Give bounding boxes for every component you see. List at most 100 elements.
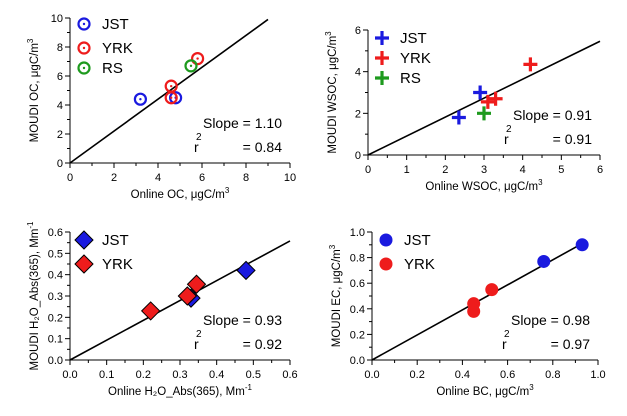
x-tick-label: 0.6 — [500, 369, 515, 381]
data-point — [467, 304, 481, 318]
y-tick-label: 0.2 — [48, 312, 63, 324]
slope-label: Slope = 0.98 — [511, 312, 590, 328]
fit-line — [367, 40, 601, 156]
y-axis-label: MOUDI WSOC, μgC/m3 — [324, 31, 339, 154]
y-tick-label: 1.0 — [350, 227, 365, 239]
series-RS — [477, 106, 491, 121]
data-point — [236, 260, 256, 281]
y-tick-label: 0.8 — [350, 253, 365, 265]
y-axis-label-text: MOUDI H₂O_Abs(365), Mm — [29, 229, 41, 371]
x-tick-label: 0.1 — [99, 369, 114, 381]
legend-marker-RS — [77, 61, 91, 75]
x-axis-label: Online OC, μgC/m3 — [131, 186, 230, 201]
data-point — [485, 283, 499, 297]
data-point — [164, 91, 178, 105]
x-tick-label: 0.6 — [282, 369, 297, 381]
legend-label-YRK: YRK — [400, 50, 431, 67]
y-tick-label: 0.1 — [48, 334, 63, 346]
legend-label-JST: JST — [400, 30, 427, 47]
y-axis-label-sup: -1 — [26, 221, 35, 229]
y-tick-label: 6 — [355, 25, 361, 37]
legend-label-RS: RS — [102, 60, 123, 77]
slope-label: Slope = 1.10 — [203, 115, 282, 131]
x-tick-label: 0 — [365, 164, 371, 176]
x-axis-label-text: Online H₂O_Abs(365), Mm — [108, 386, 245, 398]
y-tick-label: 4 — [355, 67, 361, 79]
legend-label-RS: RS — [400, 70, 421, 87]
x-tick-label: 0.2 — [410, 369, 425, 381]
y-tick-label: 0 — [57, 158, 63, 170]
r2-sup: 2 — [506, 124, 512, 135]
x-tick-label: 0 — [67, 172, 73, 184]
y-tick-label: 0.0 — [350, 355, 365, 367]
series-YRK — [140, 274, 207, 321]
data-point — [575, 238, 589, 252]
data-point — [184, 59, 198, 73]
data-point — [473, 85, 488, 100]
x-tick-label: 0.0 — [364, 369, 379, 381]
data-point — [186, 274, 207, 294]
y-axis-label-sup: 3 — [328, 244, 337, 249]
r2-sup: 2 — [196, 132, 202, 143]
x-tick-label: 0.2 — [136, 369, 151, 381]
x-tick-label: 1 — [404, 164, 410, 176]
x-tick-label: 8 — [243, 172, 249, 184]
data-point — [480, 94, 495, 109]
fit-line — [69, 240, 291, 361]
slope-label: Slope = 0.91 — [513, 107, 592, 123]
x-tick-label: 6 — [199, 172, 205, 184]
legend-marker-JST — [375, 31, 389, 45]
x-tick-label: 3 — [481, 164, 487, 176]
legend-marker-YRK — [77, 41, 91, 55]
series-RS — [184, 59, 198, 73]
legend-label-YRK: YRK — [404, 256, 435, 273]
y-tick-label: 8 — [57, 42, 63, 54]
legend-marker-JST — [74, 230, 94, 250]
r2-label: r — [504, 131, 509, 147]
legend-label-YRK: YRK — [102, 256, 133, 273]
legend-marker-YRK-dot — [82, 46, 86, 50]
data-point — [191, 51, 205, 66]
x-tick-label: 0.8 — [545, 369, 560, 381]
data-point — [133, 92, 147, 106]
r2-value: = 0.92 — [243, 336, 283, 352]
y-axis-label: MOUDI H₂O_Abs(365), Mm-1 — [26, 221, 41, 371]
y-axis-label: MOUDI OC, μgC/m3 — [26, 38, 41, 142]
x-axis-label-sup: -1 — [245, 383, 253, 392]
y-tick-label: 0.6 — [48, 227, 63, 239]
series-YRK — [164, 51, 205, 105]
r2-value: = 0.97 — [551, 336, 591, 352]
x-tick-label: 0.4 — [209, 369, 224, 381]
y-axis-label-text: MOUDI WSOC, μgC/m — [327, 36, 339, 154]
data-point — [488, 91, 503, 106]
x-axis-label-text: Online OC, μgC/m — [131, 189, 225, 201]
y-tick-label: 0.6 — [350, 278, 365, 290]
y-tick-label: 0.3 — [48, 291, 63, 303]
y-axis-label-text: MOUDI EC, μgC/m — [331, 249, 343, 347]
y-axis-label-text: MOUDI OC, μgC/m — [29, 43, 41, 142]
series-YRK — [480, 57, 538, 109]
legend-label-YRK: YRK — [102, 40, 133, 57]
data-point — [537, 254, 551, 268]
data-point — [177, 286, 198, 306]
legend-marker-JST-dot — [82, 22, 86, 26]
data-point — [477, 106, 491, 121]
y-axis-label-sup: 3 — [26, 38, 35, 43]
x-axis-label-sup: 3 — [538, 178, 543, 187]
y-axis-label-sup: 3 — [324, 31, 333, 36]
legend-marker-RS — [375, 71, 389, 85]
r2-value: = 0.91 — [553, 131, 593, 147]
r2-sup: 2 — [196, 329, 202, 340]
series-YRK — [467, 283, 499, 318]
legend-marker-YRK — [379, 257, 393, 271]
x-tick-label: 0.0 — [62, 369, 77, 381]
chart-panel-abs: 0.0 0.1 0.2 0.3 0.4 0.5 0.6 0.0 0.1 0.2 0.3 0.4 0.5 0… — [26, 221, 298, 398]
x-axis-label-sup: 3 — [225, 186, 230, 195]
data-point — [451, 110, 466, 125]
y-tick-label: 0.2 — [350, 329, 365, 341]
x-tick-label: 0.4 — [455, 369, 470, 381]
x-axis-label-sup: 3 — [529, 383, 534, 392]
data-point-dot — [196, 57, 199, 60]
